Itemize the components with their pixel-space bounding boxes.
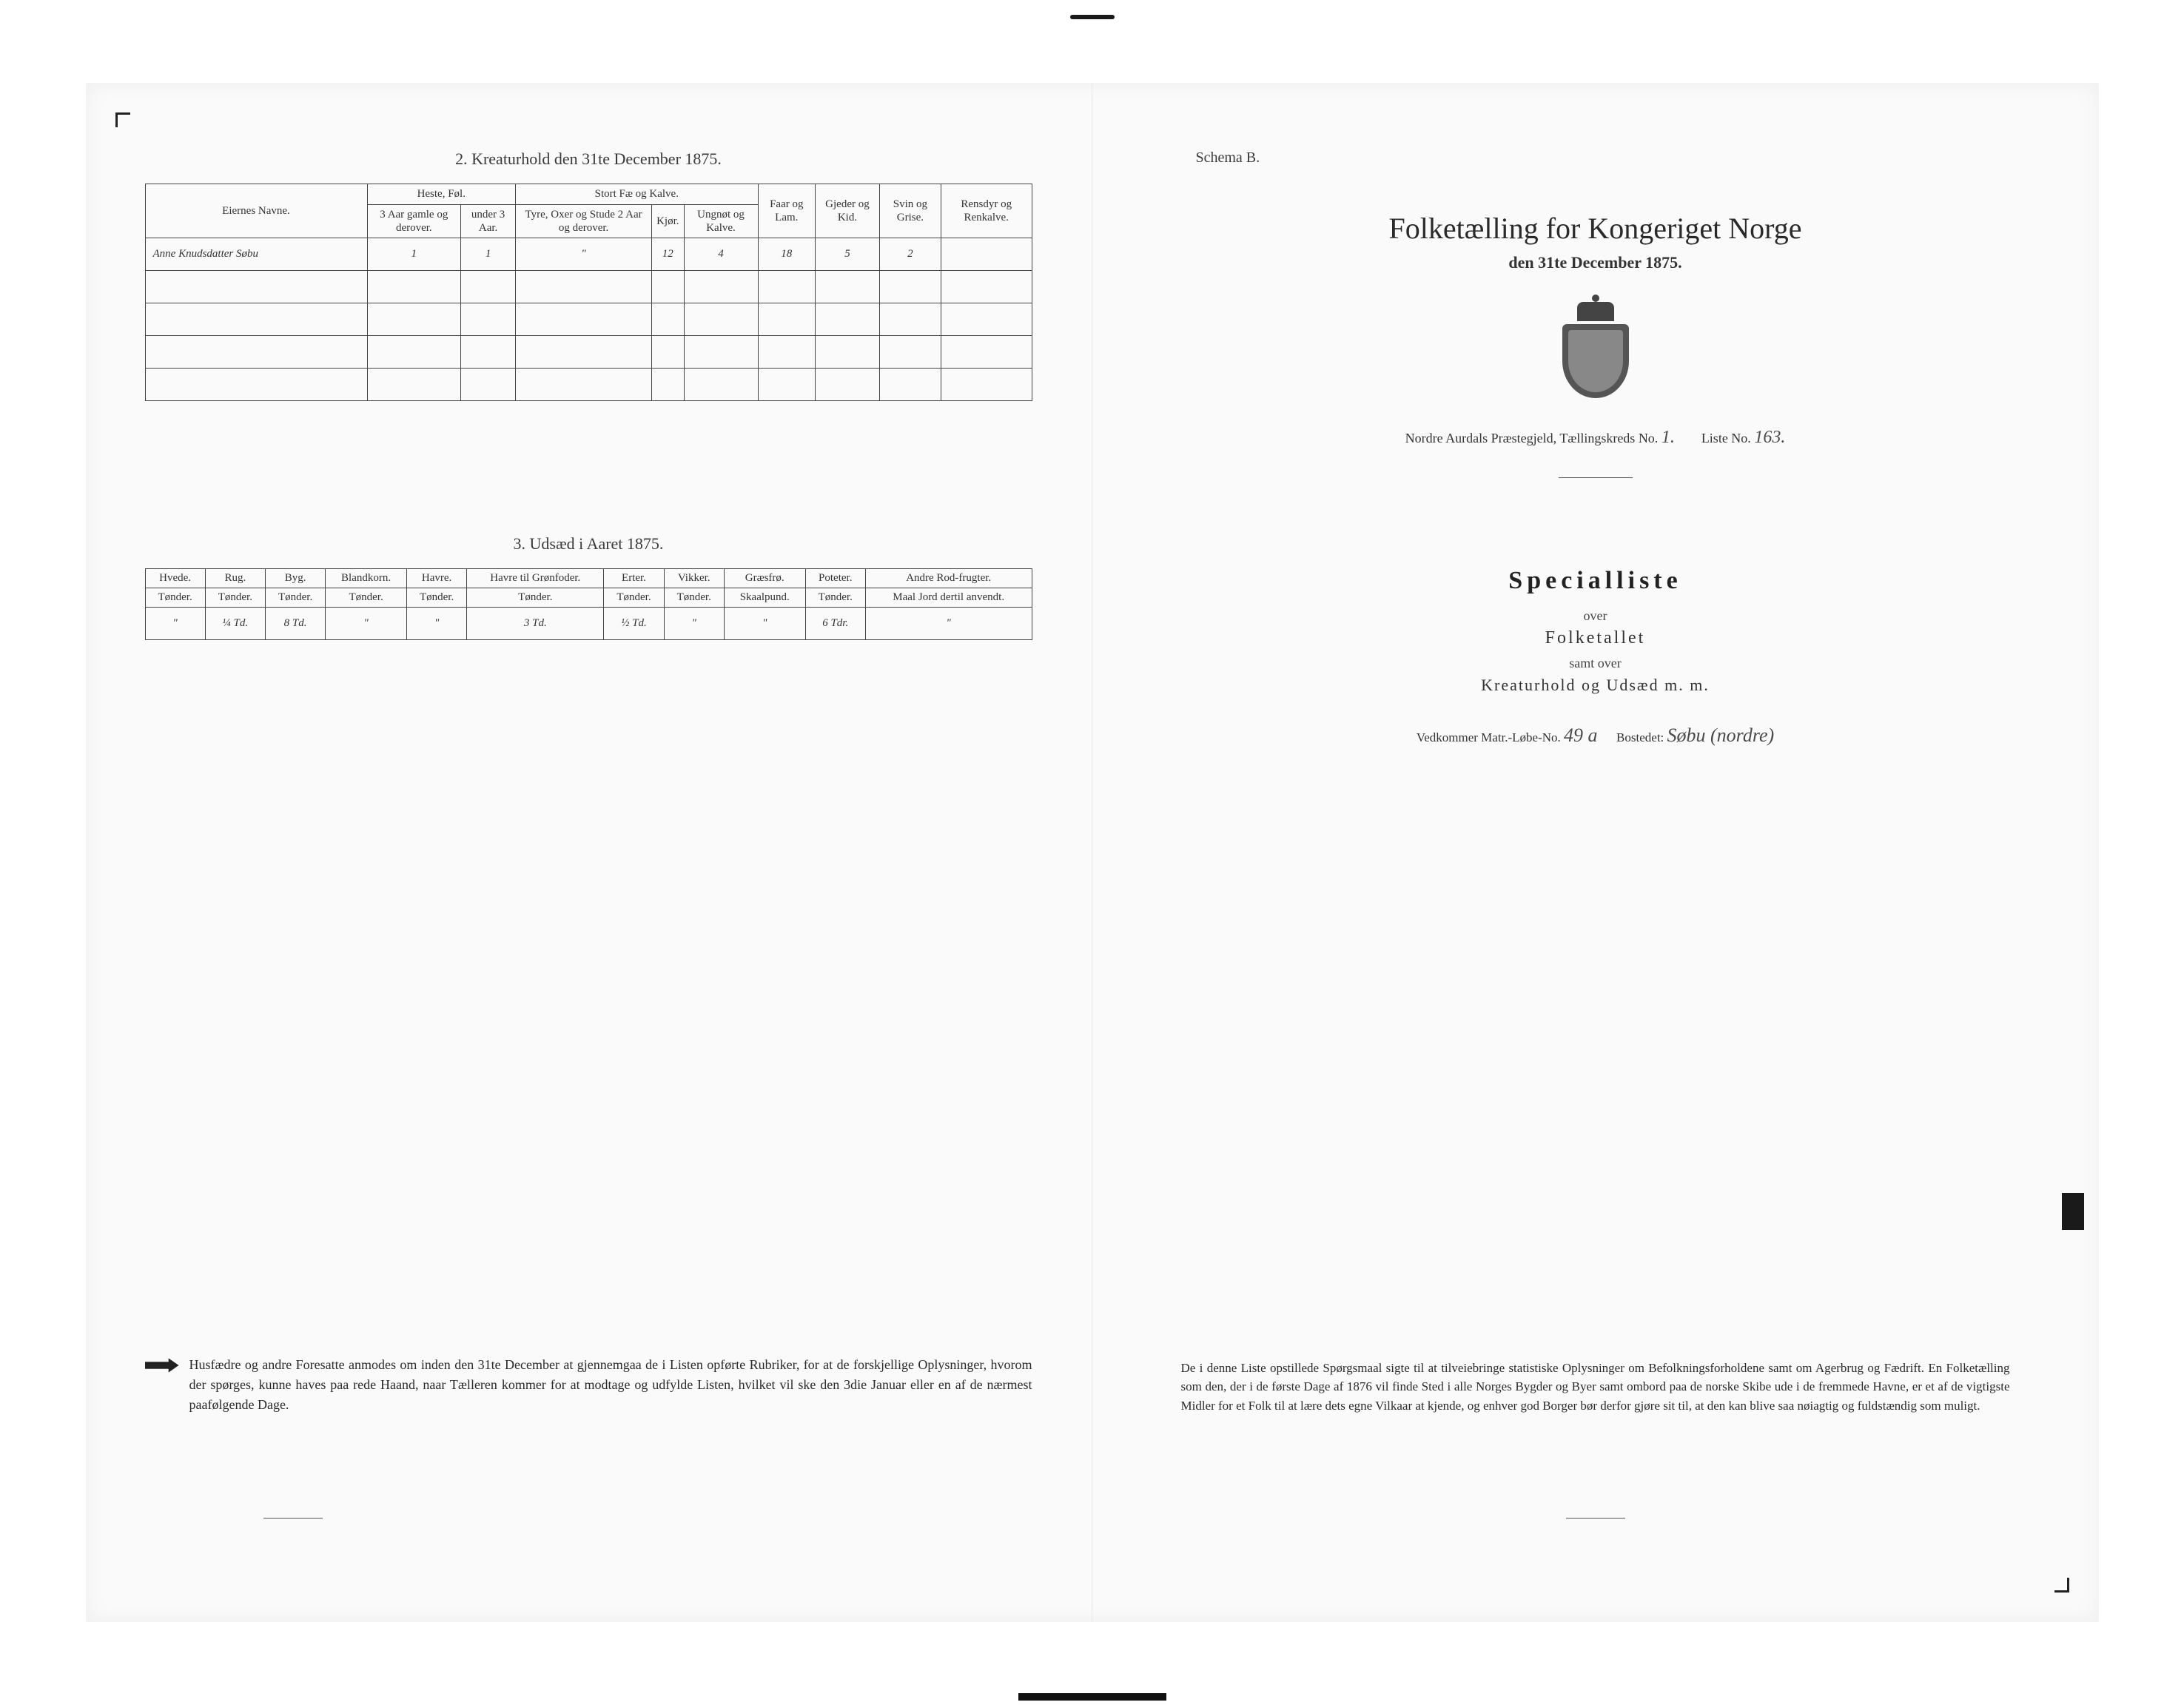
bottom-scan-mark <box>1018 1693 1166 1701</box>
t3-v10: " <box>865 608 1032 640</box>
notice-text: Husfædre og andre Foresatte anmodes om i… <box>189 1355 1032 1415</box>
col-andre: Andre Rod-frugter. <box>865 569 1032 588</box>
table2-empty-row <box>145 336 1032 369</box>
spec-samt: samt over <box>1152 656 2040 671</box>
table2-row-1: Anne Knudsdatter Søbu 1 1 " 12 4 18 5 2 <box>145 238 1032 271</box>
liste-no: 163. <box>1754 428 1785 447</box>
t3-v3: " <box>326 608 407 640</box>
col-blandkorn: Blandkorn. <box>326 569 407 588</box>
col-rensdyr: Rensdyr og Renkalve. <box>941 184 1032 238</box>
col-hvede: Hvede. <box>145 569 205 588</box>
t3-v1: ¼ Td. <box>205 608 265 640</box>
unit: Tønder. <box>145 588 205 608</box>
kreaturhold-table: Eiernes Navne. Heste, Føl. Stort Fæ og K… <box>145 184 1032 401</box>
section2-title: 2. Kreaturhold den 31te December 1875. <box>145 149 1032 169</box>
col-byg: Byg. <box>265 569 325 588</box>
section3-title: 3. Udsæd i Aaret 1875. <box>145 534 1032 554</box>
table3-unit-row: Tønder. Tønder. Tønder. Tønder. Tønder. … <box>145 588 1032 608</box>
col-erter: Erter. <box>604 569 664 588</box>
table2-empty-row <box>145 303 1032 336</box>
vedk-label: Vedkommer Matr.-Løbe-No. <box>1417 730 1561 744</box>
t3-v8: " <box>724 608 805 640</box>
t3-v6: ½ Td. <box>604 608 664 640</box>
table3-header-row: Hvede. Rug. Byg. Blandkorn. Havre. Havre… <box>145 569 1032 588</box>
table2-empty-row <box>145 369 1032 401</box>
bosted-label: Bostedet: <box>1616 730 1664 744</box>
schema-label: Schema B. <box>1196 149 2040 167</box>
spec-over: over <box>1152 608 2040 624</box>
col-havre: Havre. <box>406 569 466 588</box>
cell-v5: 4 <box>684 238 758 271</box>
col-gjeder: Gjeder og Kid. <box>816 184 880 238</box>
bottom-dash-left <box>263 1518 323 1519</box>
unit: Tønder. <box>326 588 407 608</box>
unit-graes: Skaalpund. <box>724 588 805 608</box>
unit: Tønder. <box>664 588 724 608</box>
cell-v3: " <box>516 238 652 271</box>
col-graesfro: Græsfrø. <box>724 569 805 588</box>
col-group-stort: Stort Fæ og Kalve. <box>516 184 758 205</box>
t3-v0: " <box>145 608 205 640</box>
notice-block: Husfædre og andre Foresatte anmodes om i… <box>189 1355 1032 1415</box>
udsaed-table: Hvede. Rug. Byg. Blandkorn. Havre. Havre… <box>145 568 1032 640</box>
scanned-document: 2. Kreaturhold den 31te December 1875. E… <box>86 83 2099 1622</box>
t3-v7: " <box>664 608 724 640</box>
unit: Tønder. <box>205 588 265 608</box>
main-title: Folketælling for Kongeriget Norge <box>1152 211 2040 246</box>
cell-v1: 1 <box>367 238 461 271</box>
liste-label: Liste No. <box>1701 431 1751 445</box>
col-havre-gron: Havre til Grønfoder. <box>467 569 604 588</box>
col-group-heste: Heste, Føl. <box>367 184 516 205</box>
spec-folketallet: Folketallet <box>1152 628 2040 648</box>
table2-empty-row <box>145 271 1032 303</box>
cell-v2: 1 <box>461 238 516 271</box>
col-faar: Faar og Lam. <box>758 184 816 238</box>
specialliste-title: Specialliste <box>1152 567 2040 595</box>
unit-andre: Maal Jord dertil anvendt. <box>865 588 1032 608</box>
cell-v7: 5 <box>816 238 880 271</box>
bottom-paragraph: De i denne Liste opstillede Spørgsmaal s… <box>1181 1359 2010 1416</box>
viewer-frame: 2. Kreaturhold den 31te December 1875. E… <box>0 0 2184 1705</box>
unit: Tønder. <box>265 588 325 608</box>
col-ungnot: Ungnøt og Kalve. <box>684 205 758 238</box>
unit: Tønder. <box>604 588 664 608</box>
cell-v8: 2 <box>879 238 941 271</box>
col-rug: Rug. <box>205 569 265 588</box>
t3-v9: 6 Tdr. <box>805 608 865 640</box>
cell-v4: 12 <box>652 238 684 271</box>
cell-v6: 18 <box>758 238 816 271</box>
col-eiernes-navne: Eiernes Navne. <box>145 184 367 238</box>
unit: Tønder. <box>467 588 604 608</box>
col-poteter: Poteter. <box>805 569 865 588</box>
bosted-value: Søbu (nordre) <box>1667 724 1775 746</box>
unit: Tønder. <box>406 588 466 608</box>
col-svin: Svin og Grise. <box>879 184 941 238</box>
vedk-no: 49 a <box>1564 724 1598 746</box>
unit: Tønder. <box>805 588 865 608</box>
col-tyre: Tyre, Oxer og Stude 2 Aar og derover. <box>516 205 652 238</box>
left-page: 2. Kreaturhold den 31te December 1875. E… <box>86 83 1092 1622</box>
owner-name: Anne Knudsdatter Søbu <box>145 238 367 271</box>
col-vikker: Vikker. <box>664 569 724 588</box>
vedkommer-line: Vedkommer Matr.-Løbe-No. 49 a Bostedet: … <box>1152 724 2040 747</box>
parish-line: Nordre Aurdals Præstegjeld, Tællingskred… <box>1152 428 2040 448</box>
kreds-no: 1. <box>1661 428 1675 447</box>
parish-prefix: Nordre Aurdals Præstegjeld, Tællingskred… <box>1405 431 1659 445</box>
cell-v9 <box>941 238 1032 271</box>
t3-v4: " <box>406 608 466 640</box>
table3-data-row: " ¼ Td. 8 Td. " " 3 Td. ½ Td. " " 6 Tdr.… <box>145 608 1032 640</box>
sub-date: den 31te December 1875. <box>1152 253 2040 272</box>
divider <box>1559 477 1633 478</box>
coat-of-arms-icon <box>1555 302 1636 398</box>
col-heste-3aar: 3 Aar gamle og derover. <box>367 205 461 238</box>
top-registration-mark <box>1070 15 1115 19</box>
col-heste-under3: under 3 Aar. <box>461 205 516 238</box>
right-page: Schema B. Folketælling for Kongeriget No… <box>1092 83 2099 1622</box>
t3-v5: 3 Td. <box>467 608 604 640</box>
bottom-dash-right <box>1566 1518 1625 1519</box>
spec-kreatur: Kreaturhold og Udsæd m. m. <box>1152 676 2040 695</box>
t3-v2: 8 Td. <box>265 608 325 640</box>
pointing-hand-icon <box>145 1356 179 1374</box>
col-kjor: Kjør. <box>652 205 684 238</box>
